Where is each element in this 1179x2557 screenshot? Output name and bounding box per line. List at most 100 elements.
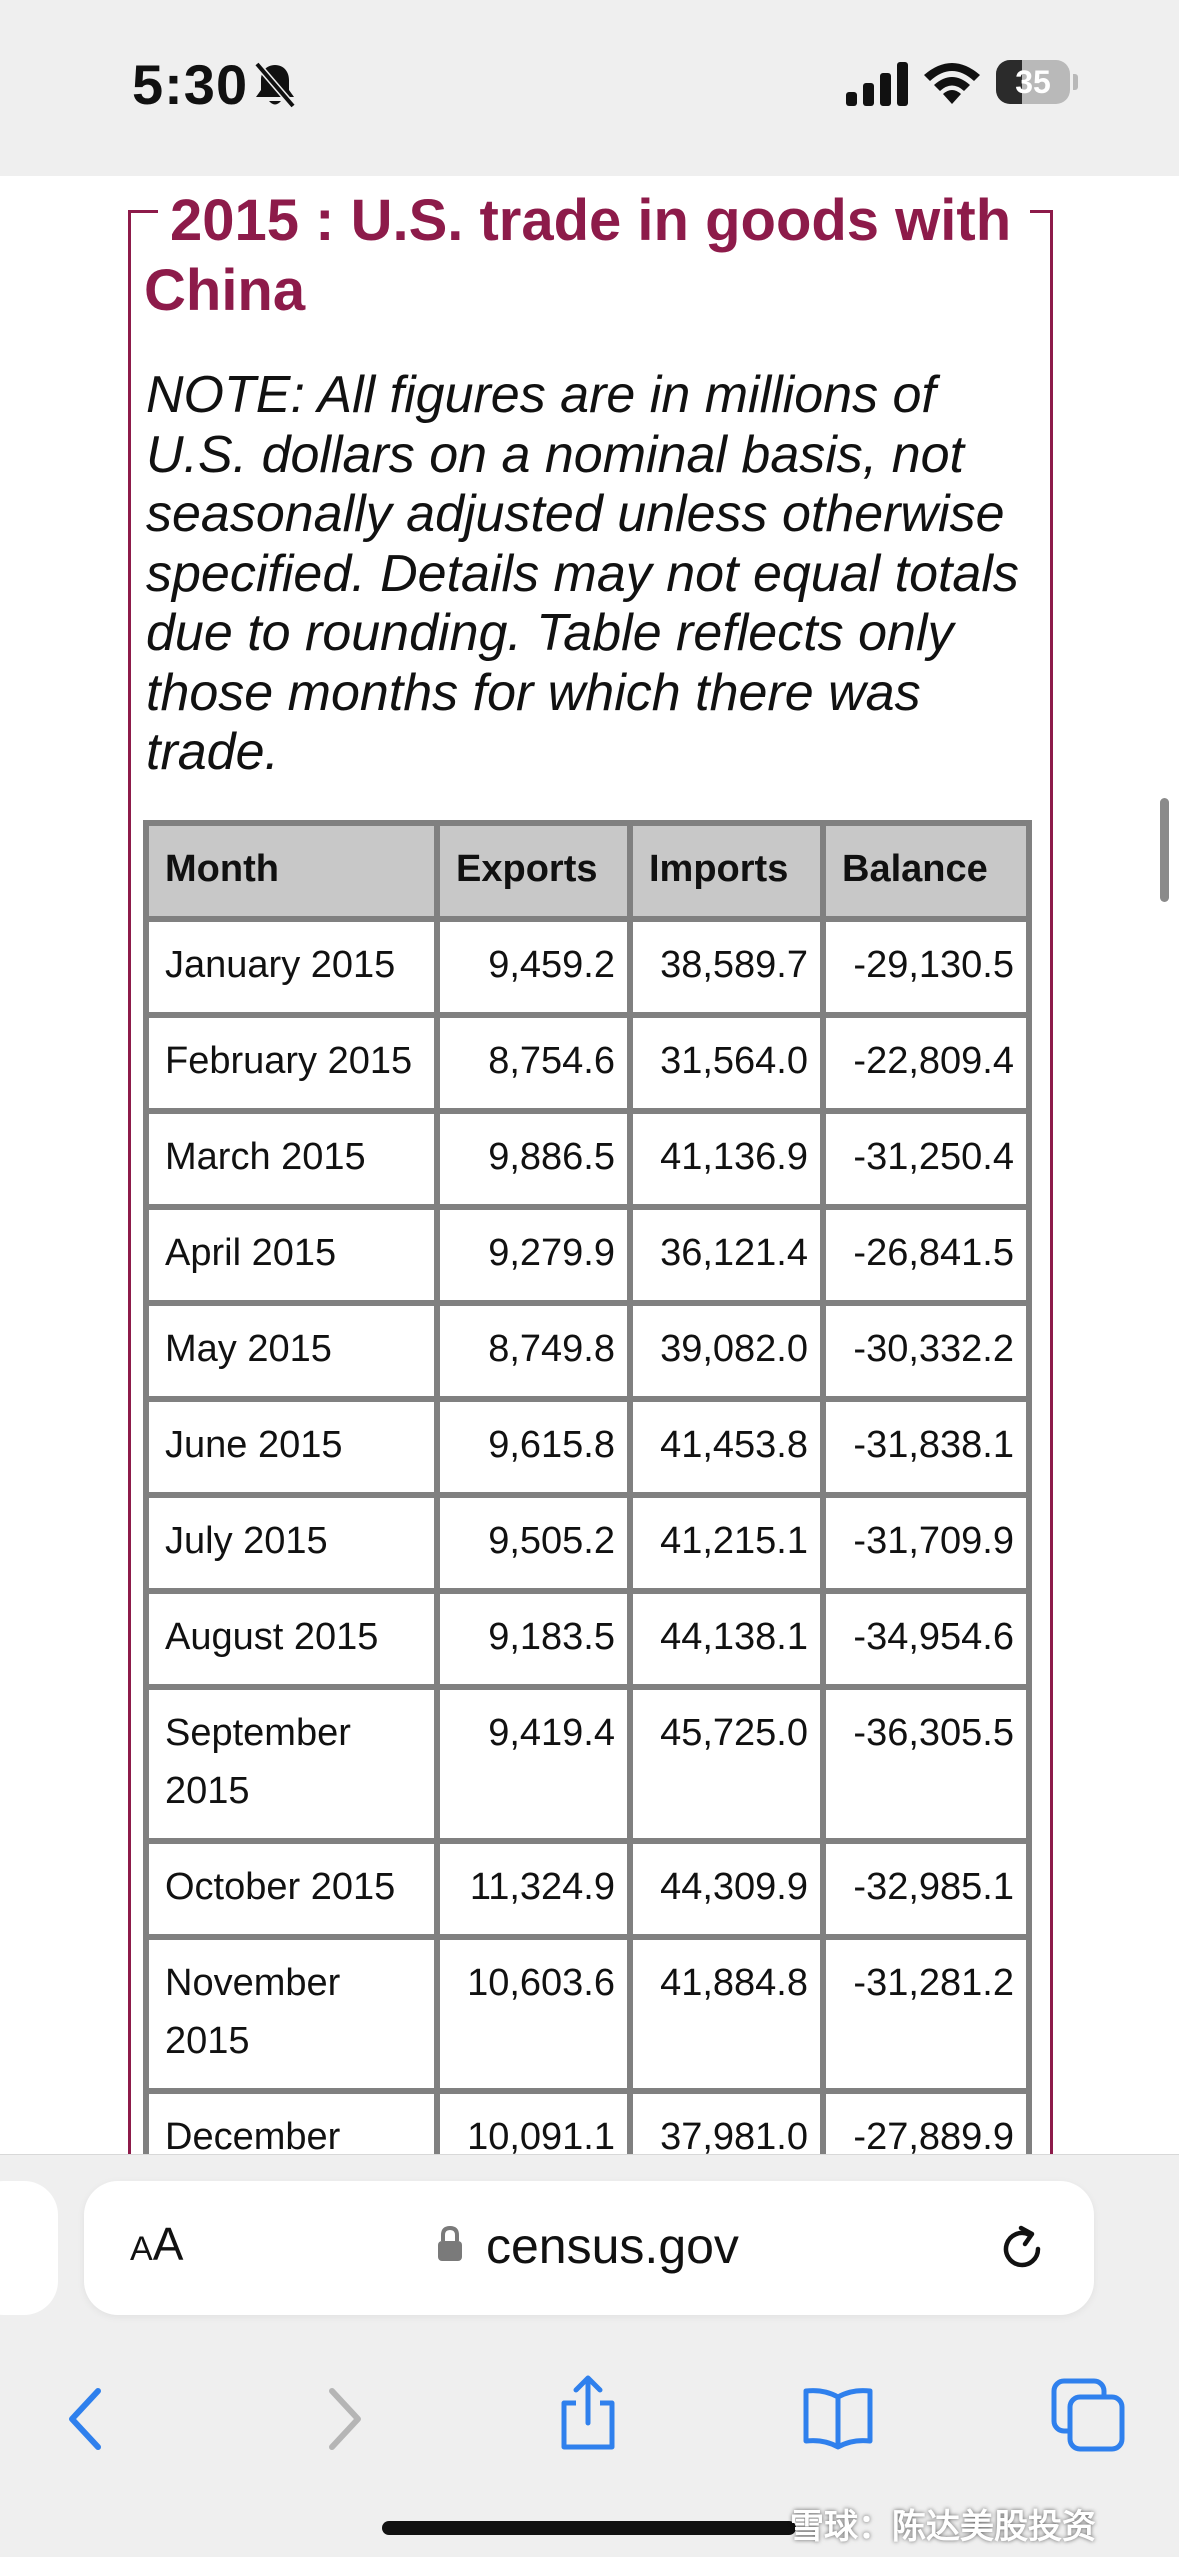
cell-balance: -32,985.1 [823, 1841, 1029, 1937]
table-row: December 10,091.1 37,981.0 -27,889.9 [146, 2091, 1029, 2156]
cell-exports: 10,603.6 [437, 1937, 630, 2091]
cell-exports: 9,419.4 [437, 1687, 630, 1841]
wifi-icon [924, 63, 980, 104]
cell-imports: 31,564.0 [630, 1015, 823, 1111]
table-row: February 2015 8,754.6 31,564.0 -22,809.4 [146, 1015, 1029, 1111]
table-row: March 2015 9,886.5 41,136.9 -31,250.4 [146, 1111, 1029, 1207]
table-row: June 2015 9,615.8 41,453.8 -31,838.1 [146, 1399, 1029, 1495]
cell-imports: 39,082.0 [630, 1303, 823, 1399]
cell-month: June 2015 [146, 1399, 437, 1495]
cell-exports: 8,754.6 [437, 1015, 630, 1111]
battery-fill [996, 60, 1022, 104]
cell-exports: 8,749.8 [437, 1303, 630, 1399]
bookmarks-icon[interactable] [798, 2377, 878, 2457]
cell-balance: -27,889.9 [823, 2091, 1029, 2156]
trade-table: Month Exports Imports Balance January 20… [143, 820, 1032, 2156]
cell-imports: 44,138.1 [630, 1591, 823, 1687]
cell-exports: 9,459.2 [437, 919, 630, 1015]
cell-imports: 37,981.0 [630, 2091, 823, 2156]
cell-imports: 38,589.7 [630, 919, 823, 1015]
web-content[interactable]: 2015 : U.S. trade in goods with China NO… [0, 176, 1179, 2156]
battery-indicator: 35 [996, 60, 1078, 108]
cell-balance: -29,130.5 [823, 919, 1029, 1015]
cell-exports: 9,183.5 [437, 1591, 630, 1687]
column-header-month: Month [146, 823, 437, 919]
scroll-indicator[interactable] [1160, 798, 1169, 902]
cell-month: October 2015 [146, 1841, 437, 1937]
cell-month: August 2015 [146, 1591, 437, 1687]
cell-month: November 2015 [146, 1937, 437, 2091]
text-size-button[interactable]: AA [130, 2217, 183, 2271]
table-row: October 2015 11,324.9 44,309.9 -32,985.1 [146, 1841, 1029, 1937]
cell-imports: 36,121.4 [630, 1207, 823, 1303]
frame-border-left [128, 210, 131, 2156]
silent-bell-icon [254, 61, 296, 109]
cell-month: January 2015 [146, 919, 437, 1015]
cell-balance: -34,954.6 [823, 1591, 1029, 1687]
table-row: July 2015 9,505.2 41,215.1 -31,709.9 [146, 1495, 1029, 1591]
watermark-text: 雪球：陈达美股投资 [790, 2508, 1096, 2546]
frame-border-right [1050, 210, 1053, 2156]
share-icon[interactable] [548, 2373, 628, 2453]
cell-month: July 2015 [146, 1495, 437, 1591]
cell-month: February 2015 [146, 1015, 437, 1111]
cell-month: May 2015 [146, 1303, 437, 1399]
table-row: November 2015 10,603.6 41,884.8 -31,281.2 [146, 1937, 1029, 2091]
cell-balance: -31,281.2 [823, 1937, 1029, 2091]
column-header-exports: Exports [437, 823, 630, 919]
cell-imports: 41,453.8 [630, 1399, 823, 1495]
back-arrow-icon[interactable] [48, 2379, 128, 2459]
lock-icon [438, 2225, 462, 2261]
cell-imports: 44,309.9 [630, 1841, 823, 1937]
table-header-row: Month Exports Imports Balance [146, 823, 1029, 919]
column-header-balance: Balance [823, 823, 1029, 919]
cell-balance: -31,250.4 [823, 1111, 1029, 1207]
browser-toolbar: AA census.gov 雪球：陈达美股投资 [0, 2154, 1179, 2557]
frame-border-top-left [128, 210, 158, 213]
note-text: NOTE: All figures are in millions of U.S… [146, 366, 1019, 781]
column-header-imports: Imports [630, 823, 823, 919]
page-title: 2015 : U.S. trade in goods with China [144, 188, 1012, 323]
cell-exports: 10,091.1 [437, 2091, 630, 2156]
cell-balance: -36,305.5 [823, 1687, 1029, 1841]
cell-balance: -26,841.5 [823, 1207, 1029, 1303]
table-row: August 2015 9,183.5 44,138.1 -34,954.6 [146, 1591, 1029, 1687]
cell-balance: -22,809.4 [823, 1015, 1029, 1111]
frame-border-top-right [1030, 210, 1053, 213]
table-row: September 2015 9,419.4 45,725.0 -36,305.5 [146, 1687, 1029, 1841]
cell-balance: -31,709.9 [823, 1495, 1029, 1591]
cell-month: March 2015 [146, 1111, 437, 1207]
cell-exports: 11,324.9 [437, 1841, 630, 1937]
cell-imports: 41,136.9 [630, 1111, 823, 1207]
cellular-signal-icon [846, 62, 908, 106]
address-bar[interactable]: AA census.gov [84, 2181, 1094, 2315]
battery-tip [1073, 74, 1078, 90]
text-size-label-small: A [130, 2230, 153, 2268]
battery-body: 35 [996, 60, 1070, 104]
table-row: April 2015 9,279.9 36,121.4 -26,841.5 [146, 1207, 1029, 1303]
text-size-label-large: A [152, 2218, 184, 2270]
previous-tab-peek[interactable] [0, 2181, 58, 2315]
cell-imports: 41,215.1 [630, 1495, 823, 1591]
cell-month: December [146, 2091, 437, 2156]
cell-month: April 2015 [146, 1207, 437, 1303]
cell-exports: 9,615.8 [437, 1399, 630, 1495]
battery-level: 35 [1015, 64, 1051, 100]
table-row: May 2015 8,749.8 39,082.0 -30,332.2 [146, 1303, 1029, 1399]
status-time: 5:30 [132, 53, 249, 116]
table-row: January 2015 9,459.2 38,589.7 -29,130.5 [146, 919, 1029, 1015]
reload-icon[interactable] [994, 2221, 1050, 2277]
url-text[interactable]: census.gov [486, 2218, 739, 2274]
cell-exports: 9,886.5 [437, 1111, 630, 1207]
status-bar: 5:30 35 [0, 0, 1179, 176]
cell-balance: -30,332.2 [823, 1303, 1029, 1399]
home-indicator[interactable] [382, 2521, 796, 2535]
cell-exports: 9,279.9 [437, 1207, 630, 1303]
table-body: January 2015 9,459.2 38,589.7 -29,130.5 Febr… [146, 919, 1029, 2156]
cell-imports: 45,725.0 [630, 1687, 823, 1841]
cell-exports: 9,505.2 [437, 1495, 630, 1591]
cell-balance: -31,838.1 [823, 1399, 1029, 1495]
forward-arrow-icon[interactable] [302, 2379, 382, 2459]
tabs-icon[interactable] [1048, 2375, 1128, 2455]
cell-imports: 41,884.8 [630, 1937, 823, 2091]
